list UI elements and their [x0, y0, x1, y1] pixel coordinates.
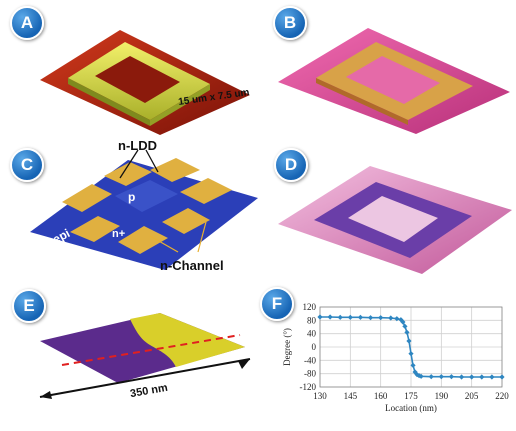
- pad: [180, 178, 232, 204]
- x-axis-label: Location (nm): [385, 403, 437, 413]
- center-window: [346, 56, 440, 104]
- label-n-ldd: n-LDD: [118, 138, 157, 153]
- panel-c-image: [30, 149, 258, 270]
- panel-d: D: [262, 140, 516, 280]
- data-point: [404, 329, 410, 335]
- data-point: [412, 369, 418, 375]
- yellow-region: [130, 313, 245, 367]
- x-tick-label: 175: [404, 391, 418, 401]
- pad: [70, 216, 120, 242]
- data-point: [388, 315, 394, 321]
- data-point: [400, 319, 406, 325]
- pad: [62, 184, 112, 212]
- pad-edge: [68, 78, 150, 126]
- scale-arrow-right: [238, 359, 250, 369]
- panel-b-image: [278, 28, 510, 134]
- x-tick-label: 130: [313, 391, 327, 401]
- y-tick-label: -80: [304, 369, 316, 379]
- panel-d-badge: D: [274, 148, 308, 182]
- scale-bar: [39, 358, 251, 398]
- panel-b-badge: B: [273, 6, 307, 40]
- data-point: [357, 314, 364, 320]
- data-point: [469, 374, 475, 380]
- center-window: [95, 56, 180, 103]
- data-point: [347, 314, 353, 320]
- data-point: [367, 315, 374, 321]
- x-tick-label: 160: [374, 391, 388, 401]
- panel-f-badge: F: [260, 287, 294, 321]
- pad: [162, 208, 210, 234]
- y-axis-label: Degree (°): [282, 328, 292, 366]
- data-point: [402, 323, 408, 329]
- panel-a: A 15 um x 7.5 um: [0, 0, 255, 140]
- plot-frame: [319, 306, 503, 388]
- pad: [104, 162, 152, 186]
- p-well: [115, 180, 178, 212]
- pad-array: [62, 158, 232, 254]
- panel-a-badge: A: [10, 6, 44, 40]
- panel-c-badge: C: [10, 148, 44, 182]
- y-tick-label: 80: [307, 315, 317, 325]
- x-tick-label: 205: [465, 391, 479, 401]
- panel-e-badge: E: [12, 289, 46, 323]
- epi-substrate: [30, 160, 258, 270]
- data-point: [410, 362, 416, 368]
- y-tick-label: -40: [304, 355, 316, 365]
- data-point: [327, 314, 333, 320]
- data-point: [406, 338, 412, 344]
- data-point: [317, 314, 323, 320]
- pad: [118, 226, 168, 254]
- data-point: [438, 374, 444, 380]
- data-point: [428, 374, 434, 380]
- data-point: [458, 374, 465, 380]
- panel-e: E 350 nm: [0, 285, 258, 426]
- panel-e-image: [39, 313, 251, 399]
- label-p: p: [128, 190, 136, 204]
- n-ldd-arrow-right: [145, 149, 159, 173]
- profile-line: [61, 334, 241, 366]
- panel-f: 120 80 40 0 -40 -80 -120 130 145 160 175 190 205 220 L…: [260, 285, 516, 426]
- label-n-plus: n+: [112, 228, 126, 240]
- data-point: [499, 374, 505, 380]
- data-point: [337, 314, 343, 320]
- n-channel-leader: [197, 221, 207, 253]
- y-tick-label: 120: [303, 302, 317, 312]
- pad-edge: [316, 78, 408, 125]
- scale-arrow-left: [40, 391, 52, 399]
- y-tick-label: -120: [300, 382, 317, 392]
- n-channel-leader: [149, 235, 179, 253]
- panel-c: C n-LDD p n+ p-epi n-Channel: [0, 138, 262, 280]
- panel-d-image: [278, 166, 512, 274]
- data-point: [448, 374, 455, 380]
- y-tick-label: 0: [312, 342, 317, 352]
- pad-edge-right: [150, 84, 210, 126]
- data-point: [479, 374, 485, 380]
- label-n-channel: n-Channel: [160, 258, 224, 273]
- pad: [150, 158, 200, 182]
- x-tick-label: 145: [344, 391, 358, 401]
- center-window: [348, 196, 438, 242]
- x-tick-label: 220: [495, 391, 509, 401]
- series-line: [320, 316, 502, 378]
- data-point: [408, 351, 414, 357]
- panel-a-image: [40, 30, 250, 135]
- y-tick-label: 40: [307, 329, 317, 339]
- data-point: [378, 315, 384, 321]
- panel-b: B: [258, 0, 516, 140]
- x-tick-label: 190: [435, 391, 449, 401]
- n-ldd-arrow-left: [119, 149, 139, 179]
- data-point: [489, 374, 495, 380]
